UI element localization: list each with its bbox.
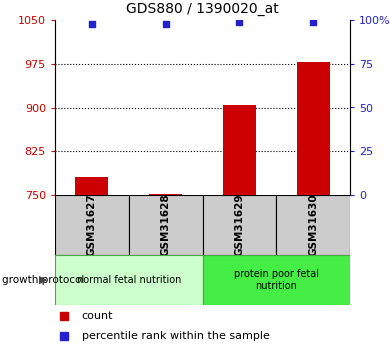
Text: percentile rank within the sample: percentile rank within the sample (82, 331, 269, 341)
Bar (202, 255, 350, 305)
Text: protein poor fetal
nutrition: protein poor fetal nutrition (234, 269, 319, 291)
Bar (55, 195, 129, 255)
Bar (276, 195, 350, 255)
Title: GDS880 / 1390020_at: GDS880 / 1390020_at (126, 2, 279, 16)
Bar (129, 195, 202, 255)
Bar (55, 255, 202, 305)
Bar (296, 62, 330, 195)
Bar (223, 105, 256, 195)
Point (310, 19, 316, 24)
Text: count: count (82, 311, 113, 321)
Bar (202, 195, 276, 255)
Bar (149, 194, 182, 195)
Point (236, 19, 243, 24)
Text: GSM31630: GSM31630 (308, 194, 318, 256)
Text: GSM31627: GSM31627 (87, 194, 97, 256)
Text: normal fetal nutrition: normal fetal nutrition (76, 275, 181, 285)
Text: growth protocol: growth protocol (2, 275, 84, 285)
Point (89, 21, 95, 26)
Text: GSM31628: GSM31628 (161, 194, 171, 256)
Point (163, 21, 169, 26)
Bar (75, 177, 108, 195)
Text: ▶: ▶ (39, 275, 48, 285)
Text: GSM31629: GSM31629 (234, 194, 245, 256)
